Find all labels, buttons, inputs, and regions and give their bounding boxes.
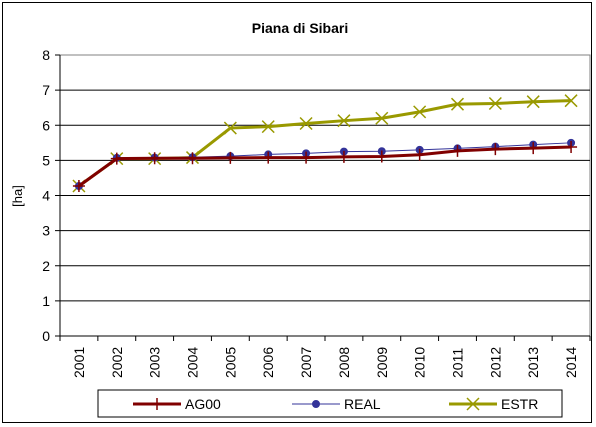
data-point: [375, 150, 388, 163]
x-tick-label: 2001: [71, 347, 87, 378]
data-point: [186, 152, 199, 165]
data-point: [565, 141, 578, 154]
data-point: [151, 398, 163, 410]
y-tick-label: 6: [42, 117, 50, 133]
data-point: [110, 152, 123, 165]
data-point: [337, 150, 350, 163]
series-group: [72, 94, 578, 193]
data-point: [489, 143, 502, 156]
data-point: [375, 111, 389, 125]
series-ag00: [72, 141, 578, 193]
series-line: [78, 145, 572, 188]
gridlines: [59, 55, 590, 337]
x-tick-label: 2002: [109, 347, 125, 378]
y-tick-label: 8: [42, 47, 50, 63]
y-tick-label: 1: [42, 293, 50, 309]
data-point: [450, 97, 465, 111]
x-tick-label: 2010: [412, 347, 428, 378]
data-point: [488, 96, 502, 111]
data-point: [466, 397, 480, 411]
data-point: [527, 142, 540, 155]
data-point: [72, 180, 85, 193]
chart-title: Piana di Sibari: [252, 20, 348, 36]
x-tick-label: 2003: [147, 347, 163, 378]
legend-items: AG00 REAL ESTR: [133, 396, 538, 412]
y-tick-label: 3: [42, 223, 50, 239]
y-tick-label: 7: [42, 82, 50, 98]
data-point: [148, 152, 161, 165]
y-axis-label: [ha]: [10, 185, 25, 207]
x-tick-label: 2013: [525, 347, 541, 378]
x-tick-label: 2007: [298, 347, 314, 378]
x-tick-label: 2004: [185, 347, 201, 378]
x-axis-ticks: 2001 2002 2003 2004 2005 2006 2007 2008 2009 2010…: [59, 336, 591, 378]
x-tick-label: 2012: [487, 347, 503, 378]
data-point: [300, 151, 313, 164]
legend-label: REAL: [344, 396, 381, 412]
data-point: [262, 151, 275, 164]
data-point: [413, 105, 427, 119]
legend-label: ESTR: [501, 396, 538, 412]
data-point: [312, 400, 320, 408]
data-point: [413, 148, 426, 161]
y-tick-label: 4: [42, 188, 50, 204]
x-tick-label: 2008: [336, 347, 352, 378]
legend-item-real: REAL: [292, 396, 381, 412]
x-tick-label: 2014: [563, 347, 579, 378]
y-axis-ticks: 0 1 2 3 4 5 6 7 8: [42, 47, 60, 344]
data-point: [223, 121, 237, 135]
data-point: [451, 144, 464, 157]
data-point: [526, 95, 540, 109]
legend-item-ag00: AG00: [133, 396, 221, 412]
data-point: [337, 114, 351, 128]
x-tick-label: 2006: [260, 347, 276, 378]
data-point: [261, 120, 275, 134]
legend-label: AG00: [185, 396, 221, 412]
x-tick-label: 2009: [374, 347, 390, 378]
x-tick-label: 2005: [222, 347, 238, 378]
y-tick-label: 0: [42, 328, 50, 344]
data-point: [299, 116, 313, 131]
legend-item-estr: ESTR: [449, 396, 538, 412]
y-tick-label: 2: [42, 258, 50, 274]
data-point: [564, 94, 578, 108]
x-tick-label: 2011: [450, 348, 466, 378]
data-point: [224, 151, 237, 164]
y-tick-label: 5: [42, 152, 50, 168]
